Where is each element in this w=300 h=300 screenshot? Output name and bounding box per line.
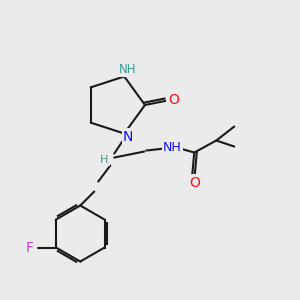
Text: NH: NH — [118, 63, 136, 76]
Text: F: F — [26, 241, 34, 254]
Text: NH: NH — [163, 141, 182, 154]
Text: H: H — [100, 154, 109, 164]
Text: O: O — [169, 93, 179, 107]
Text: N: N — [123, 130, 134, 143]
Text: O: O — [189, 176, 200, 190]
